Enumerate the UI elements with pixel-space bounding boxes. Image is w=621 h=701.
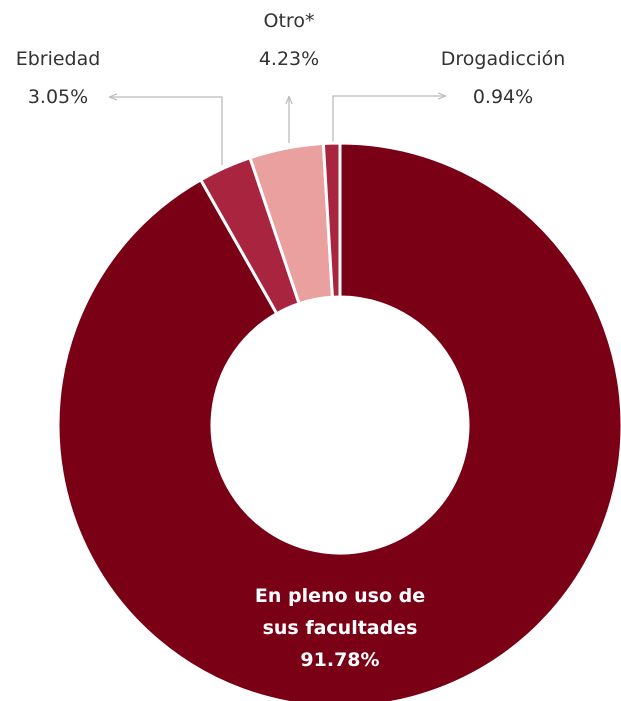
category-label: Otro* — [263, 10, 315, 32]
slice-label: Drogadicción 0.94% — [441, 40, 566, 116]
leader-line — [110, 97, 223, 165]
donut-slice — [56, 141, 621, 701]
value-label: 0.94% — [472, 86, 534, 108]
category-label: Ebriedad — [15, 48, 101, 70]
donut-slice — [321, 141, 342, 299]
category-label: En pleno uso de sus facultades — [254, 585, 426, 639]
leader-line — [332, 96, 445, 150]
value-label: 3.05% — [27, 86, 89, 108]
value-label: 91.78% — [300, 649, 380, 671]
slice-label: En pleno uso de sus facultades 91.78% — [245, 580, 435, 676]
slice-label: Otro* 4.23% — [259, 2, 319, 78]
category-label: Drogadicción — [440, 48, 566, 70]
value-label: 4.23% — [258, 48, 320, 70]
slice-label: Ebriedad 3.05% — [16, 40, 101, 116]
